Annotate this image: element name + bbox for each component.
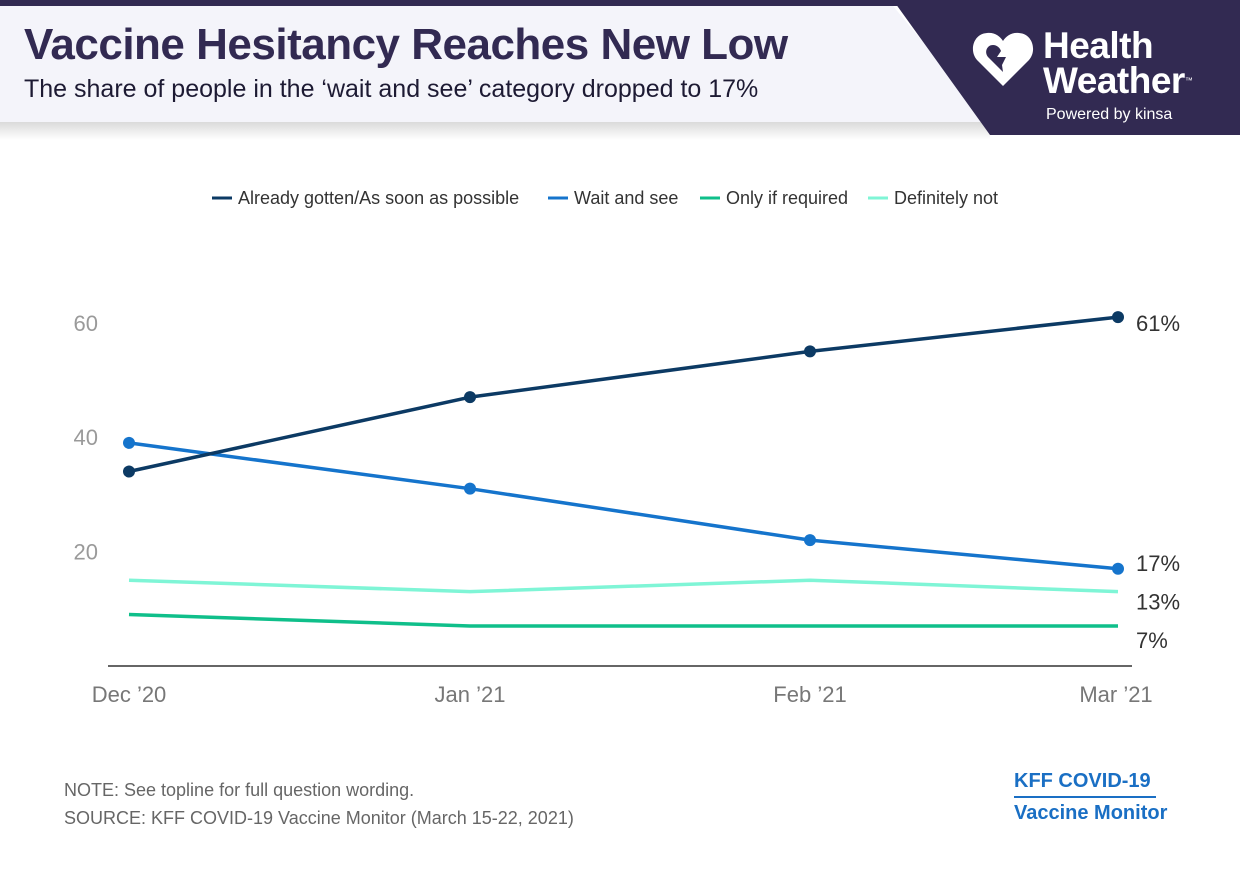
brand-name-line2-text: Weather [1043, 60, 1185, 101]
footer-notes: NOTE: See topline for full question word… [64, 776, 574, 832]
x-axis-ticks: Dec ’20 Jan ’21 Feb ’21 Mar ’21 [92, 682, 1153, 707]
chart-legend: Already gotten/As soon as possible Wait a… [212, 188, 998, 208]
source-text: SOURCE: KFF COVID-19 Vaccine Monitor (Ma… [64, 808, 574, 828]
data-point [804, 345, 816, 358]
legend-label: Already gotten/As soon as possible [238, 188, 519, 208]
chart-subtitle: The share of people in the ‘wait and see… [24, 75, 759, 103]
data-point [123, 436, 135, 449]
data-point [1112, 562, 1124, 575]
x-tick-label: Mar ’21 [1079, 682, 1152, 707]
data-point [464, 391, 476, 404]
trademark-mark: ™ [1184, 76, 1193, 85]
y-axis-ticks: 20 40 60 [74, 311, 98, 565]
y-tick-label: 20 [74, 540, 98, 565]
data-point [1112, 311, 1124, 324]
y-tick-label: 60 [74, 311, 98, 336]
y-tick-label: 40 [74, 425, 98, 450]
series-lines [128, 315, 1119, 628]
end-labels: 61% 17% 7% 13% [1136, 311, 1180, 653]
brand-logo-text: Health Weather™ [1043, 25, 1193, 101]
series-line [128, 441, 1119, 571]
chart-title: Vaccine Hesitancy Reaches New Low [24, 20, 788, 69]
series-line [128, 315, 1119, 474]
header-shadow [0, 122, 990, 140]
brand-name-line2: Weather™ [1043, 60, 1193, 101]
x-tick-label: Jan ’21 [435, 682, 506, 707]
x-tick-label: Feb ’21 [773, 682, 846, 707]
heart-icon [972, 32, 1034, 86]
note-text: NOTE: See topline for full question word… [64, 780, 415, 800]
header-card [0, 6, 990, 122]
legend-label: Definitely not [894, 188, 998, 208]
data-point [464, 482, 476, 495]
kff-logo-line2: Vaccine Monitor [1014, 802, 1168, 824]
end-value-label: 61% [1136, 311, 1180, 336]
legend-label: Only if required [726, 188, 848, 208]
legend-label: Wait and see [574, 188, 678, 208]
series-line [128, 612, 1118, 628]
data-point [123, 465, 135, 478]
end-value-label: 13% [1136, 590, 1180, 615]
x-tick-label: Dec ’20 [92, 682, 167, 707]
line-chart: Already gotten/As soon as possible Wait a… [74, 188, 1181, 707]
end-value-label: 17% [1136, 551, 1180, 576]
data-point [804, 534, 816, 547]
end-value-label: 7% [1136, 628, 1168, 653]
powered-by-text: Powered by kinsa [1046, 106, 1173, 123]
brand-name-line1: Health [1043, 25, 1154, 66]
series-line [128, 578, 1119, 594]
series-points [123, 311, 1124, 575]
kff-logo-line1: KFF COVID-19 [1014, 770, 1156, 798]
kff-logo: KFF COVID-19 Vaccine Monitor [1014, 770, 1174, 825]
top-bar [0, 0, 1240, 6]
